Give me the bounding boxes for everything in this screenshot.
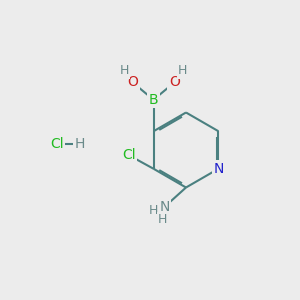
Text: Cl: Cl	[122, 148, 136, 162]
Text: H: H	[119, 64, 129, 77]
Text: N: N	[159, 200, 170, 214]
Text: H: H	[74, 137, 85, 151]
Text: Cl: Cl	[50, 137, 64, 151]
Text: B: B	[149, 93, 158, 107]
Text: H: H	[148, 203, 158, 217]
Text: N: N	[213, 162, 224, 176]
Text: H: H	[178, 64, 188, 77]
Text: O: O	[169, 75, 180, 89]
Text: O: O	[127, 75, 138, 89]
Text: H: H	[158, 213, 168, 226]
